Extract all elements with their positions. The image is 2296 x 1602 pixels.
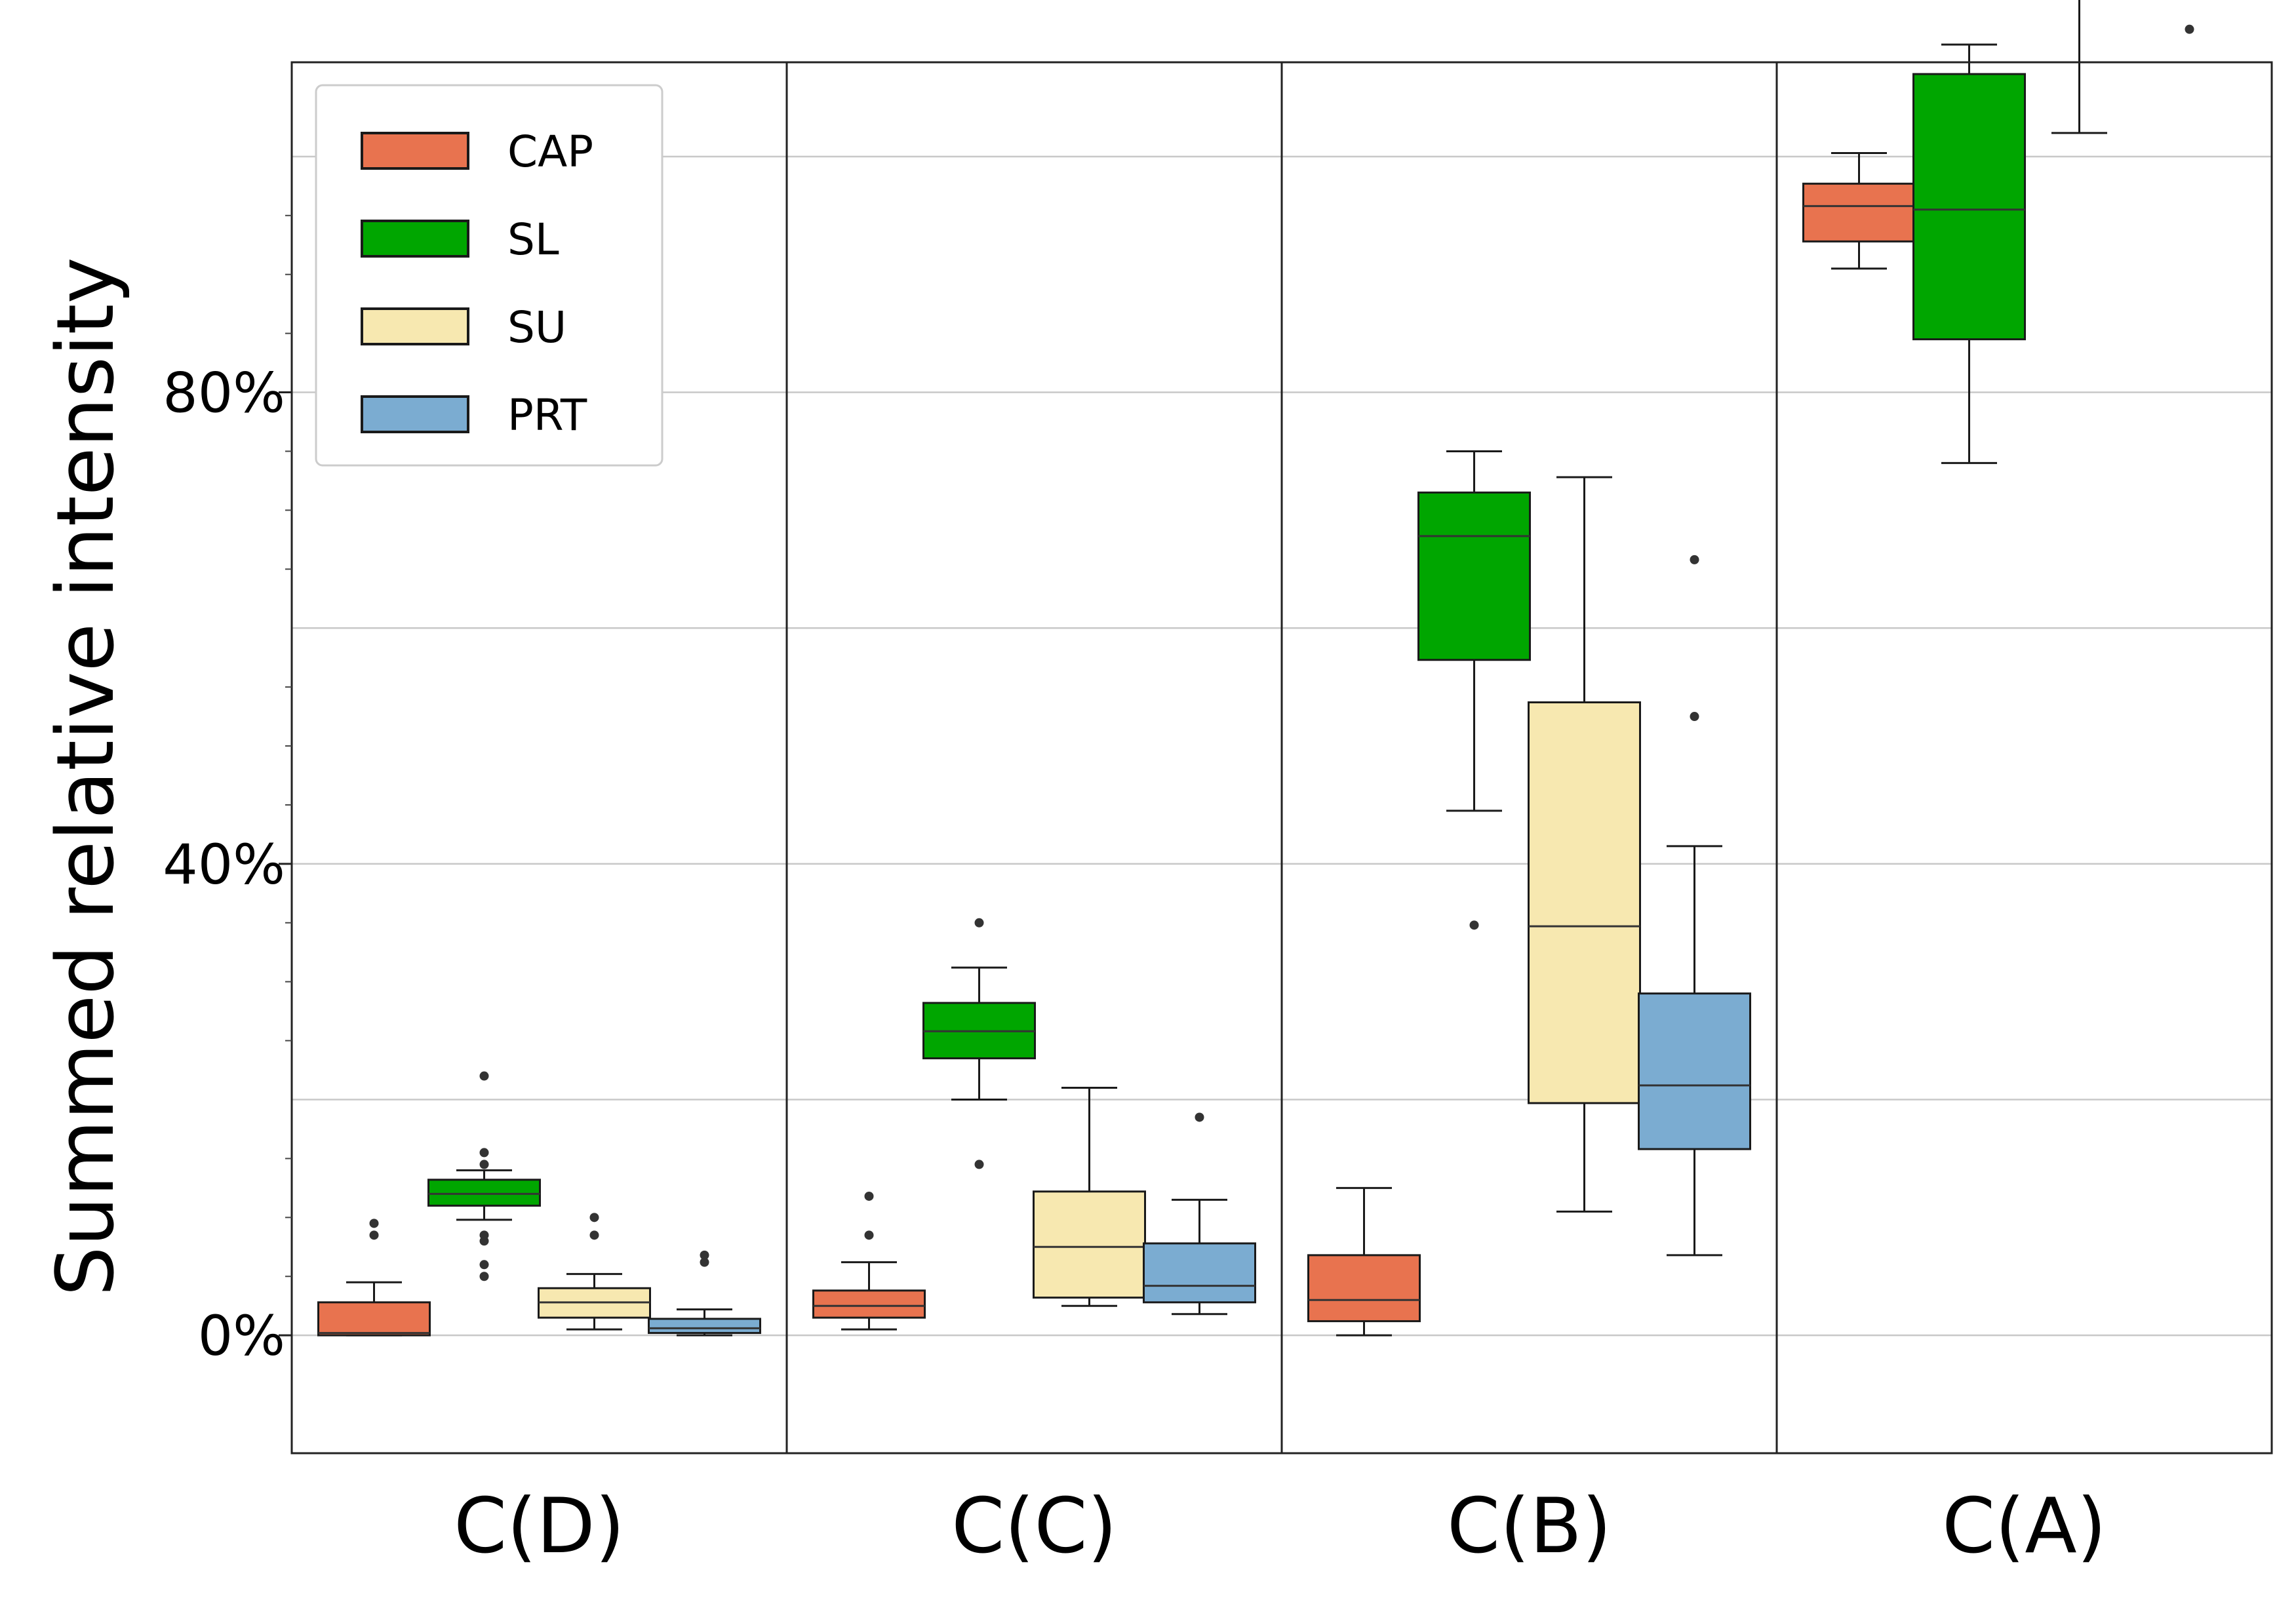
outlier-0	[589, 1230, 599, 1240]
outlier-0	[1690, 712, 1699, 722]
box-SU-3	[2051, 0, 2107, 134]
box-iqr	[1528, 701, 1641, 1104]
box-SL-3	[1912, 43, 2026, 464]
legend-label-SL: SL	[507, 214, 559, 265]
legend-swatch-SU	[361, 307, 469, 345]
box-SL-0	[427, 1071, 541, 1281]
legend: CAP SL SU PRT	[315, 84, 663, 467]
outlier-1	[700, 1250, 709, 1260]
x-category-label-1: C(C)	[951, 1482, 1117, 1571]
outlier-4	[479, 1160, 489, 1169]
outlier-0	[369, 1230, 379, 1240]
x-category-label-0: C(D)	[454, 1482, 625, 1571]
outlier-1	[369, 1219, 379, 1228]
outlier-3	[479, 1230, 489, 1240]
y-axis-ticks: 0% 40% 80%	[163, 214, 292, 1368]
box-iqr	[1912, 73, 2026, 341]
outlier-5	[479, 1148, 489, 1158]
outlier-1	[864, 1191, 874, 1201]
outlier-0	[1195, 1112, 1204, 1122]
plot-frame	[290, 61, 2273, 1455]
outlier-1	[479, 1260, 489, 1270]
box-SU-2	[1528, 476, 1641, 1213]
outlier-0	[700, 1257, 709, 1267]
panel-separators	[785, 62, 1778, 1453]
box-iqr	[1417, 491, 1531, 661]
legend-label-CAP: CAP	[507, 127, 593, 177]
box-SU-0	[538, 1213, 651, 1331]
y-tick-label-1: 40%	[163, 832, 285, 897]
box-SL-1	[922, 918, 1036, 1169]
y-tick-label-0: 0%	[198, 1304, 285, 1368]
y-tick-label-2: 80%	[163, 361, 285, 425]
x-category-label-3: C(A)	[1942, 1482, 2107, 1571]
box-iqr	[317, 1301, 431, 1337]
outlier-0	[864, 1230, 874, 1240]
box-iqr	[1307, 1254, 1421, 1323]
legend-swatch-SL	[361, 220, 469, 258]
legend-swatch-PRT	[361, 395, 469, 433]
outlier-0	[479, 1272, 489, 1281]
box-plots	[317, 0, 2194, 1337]
outlier-1	[589, 1213, 599, 1222]
outlier-6	[479, 1071, 489, 1081]
outlier-0	[974, 1160, 984, 1169]
box-iqr	[427, 1179, 541, 1207]
box-iqr	[648, 1318, 761, 1335]
legend-frame	[315, 84, 663, 467]
box-CAP-0	[317, 1219, 431, 1337]
outlier-1	[1690, 555, 1699, 564]
y-axis-label: Summed relative intensity	[41, 257, 132, 1296]
outlier-1	[974, 918, 984, 928]
box-CAP-1	[812, 1191, 926, 1331]
outlier-0	[1469, 920, 1479, 930]
box-iqr	[1033, 1190, 1146, 1299]
box-PRT-2	[1638, 555, 1751, 1257]
box-iqr	[1638, 992, 1751, 1150]
legend-swatch-CAP	[361, 132, 469, 170]
box-SL-2	[1417, 450, 1531, 930]
box-PRT-0	[648, 1250, 761, 1337]
box-CAP-3	[1802, 151, 1916, 270]
box-iqr	[812, 1289, 926, 1319]
box-PRT-1	[1143, 1112, 1256, 1316]
x-category-label-2: C(B)	[1447, 1482, 1612, 1571]
legend-label-PRT: PRT	[507, 390, 587, 440]
legend-label-SU: SU	[507, 302, 566, 353]
box-CAP-2	[1307, 1186, 1421, 1337]
box-PRT-3	[2185, 24, 2194, 34]
box-iqr	[1802, 182, 1916, 243]
outlier-0	[2185, 24, 2194, 34]
box-iqr	[1143, 1242, 1256, 1304]
x-axis-categories: C(D) C(C) C(B) C(A)	[454, 1482, 2107, 1571]
